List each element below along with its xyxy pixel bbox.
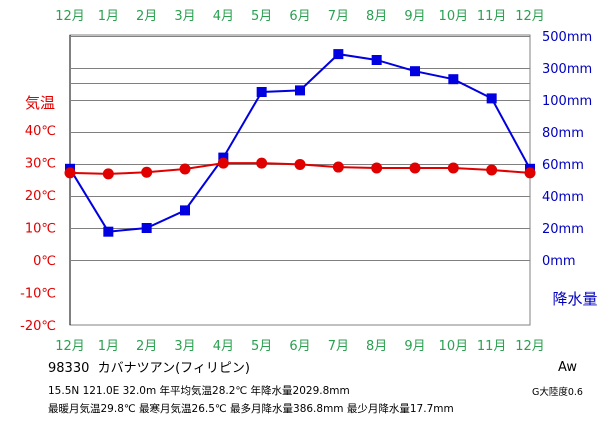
month-label-bottom: 5月 [251,339,272,354]
precip-tick-label: 80mm [542,126,584,141]
continentality-index: G大陸度0.6 [532,387,583,398]
month-axis-bottom: 12月 1月 2月 3月 4月 5月 6月 7月 8月 9月 10月 11月 12月 [55,339,545,354]
temperature-point [371,162,383,174]
temp-tick-label: -20℃ [20,319,56,334]
station-stats-line1: 15.5N 121.0E 32.0m 年平均気温28.2℃ 年降水量2029.8… [48,385,350,397]
month-label-top: 8月 [366,9,387,24]
month-label-bottom: 12月 [55,339,85,354]
temp-tick-label: 0℃ [33,254,56,269]
precip-axis-title: 降水量 [552,290,597,308]
month-axis-top: 12月 1月 2月 3月 4月 5月 6月 7月 8月 9月 10月 11月 12月 [55,9,545,24]
month-label-top: 3月 [174,9,195,24]
precipitation-line [69,53,531,233]
temperature-point [256,157,268,169]
month-label-bottom: 2月 [136,339,157,354]
precip-tick-label: 40mm [542,190,584,205]
temp-tick-label: 20℃ [25,189,56,204]
month-label-bottom: 3月 [174,339,195,354]
precip-tick-label: 500mm [542,30,592,45]
temperature-point [409,162,421,174]
month-label-top: 11月 [477,9,507,24]
month-label-bottom: 9月 [404,339,425,354]
temperature-point [294,158,306,170]
temp-tick-label: -10℃ [20,287,56,302]
station-title: 98330 カバナツアン(フィリピン) [48,357,250,376]
precipitation-point [410,66,420,77]
precipitation-point [333,49,344,60]
month-label-top: 2月 [136,9,157,24]
month-label-bottom: 12月 [515,339,545,354]
precipitation-point [256,87,267,97]
precipitation-axis: 500mm 300mm 100mm 80mm 60mm 40mm 20mm 0mm 降水量 [542,30,598,308]
series-layer [64,49,536,237]
precipitation-point [180,205,190,216]
station-stats-line2: 最暖月気温29.8℃ 最寒月気温26.5℃ 最多月降水量386.8mm 最少月降… [48,403,454,415]
station-code: 98330 [48,361,90,376]
temperature-point [179,163,191,175]
month-label-bottom: 10月 [439,339,469,354]
month-label-bottom: 1月 [98,339,119,354]
month-label-top: 5月 [251,9,272,24]
month-label-top: 10月 [439,9,469,24]
month-label-top: 7月 [328,9,349,24]
month-label-top: 6月 [289,9,310,24]
temperature-point [447,162,459,174]
temperature-point [217,157,229,169]
month-label-top: 4月 [213,9,234,24]
temperature-point [332,161,344,173]
temperature-point [486,164,498,176]
precip-tick-label: 0mm [542,254,576,269]
precipitation-point [295,85,305,96]
station-name: カバナツアン(フィリピン) [97,361,250,376]
month-label-top: 12月 [515,9,545,24]
precip-tick-label: 100mm [542,94,592,109]
temperature-point [102,168,114,180]
month-label-bottom: 8月 [366,339,387,354]
precipitation-point [486,93,497,104]
month-label-top: 12月 [55,9,85,24]
temperature-point [64,167,76,179]
precipitation-point [141,223,152,233]
month-label-bottom: 7月 [328,339,349,354]
precipitation-point [371,55,382,65]
grid-lines [69,34,531,326]
month-label-top: 9月 [404,9,425,24]
temperature-axis: 気温 40℃ 30℃ 20℃ 10℃ 0℃ -10℃ -20℃ [20,94,56,334]
plot-frame [69,34,531,326]
month-label-bottom: 4月 [213,339,234,354]
precipitation-point [218,152,229,163]
precipitation-point [448,74,459,85]
month-label-top: 1月 [98,9,119,24]
temperature-point [141,166,153,178]
precip-tick-label: 300mm [542,62,592,77]
climate-classification: Aw [558,360,577,375]
precip-tick-label: 20mm [542,222,584,237]
temperature-point [524,167,536,179]
precip-tick-label: 60mm [542,158,584,173]
temp-tick-label: 30℃ [25,157,56,172]
temp-tick-label: 10℃ [25,222,56,237]
month-label-bottom: 6月 [289,339,310,354]
temp-tick-label: 40℃ [25,124,56,139]
temp-axis-title: 気温 [25,94,55,112]
precipitation-point [103,226,114,237]
month-label-bottom: 11月 [477,339,507,354]
